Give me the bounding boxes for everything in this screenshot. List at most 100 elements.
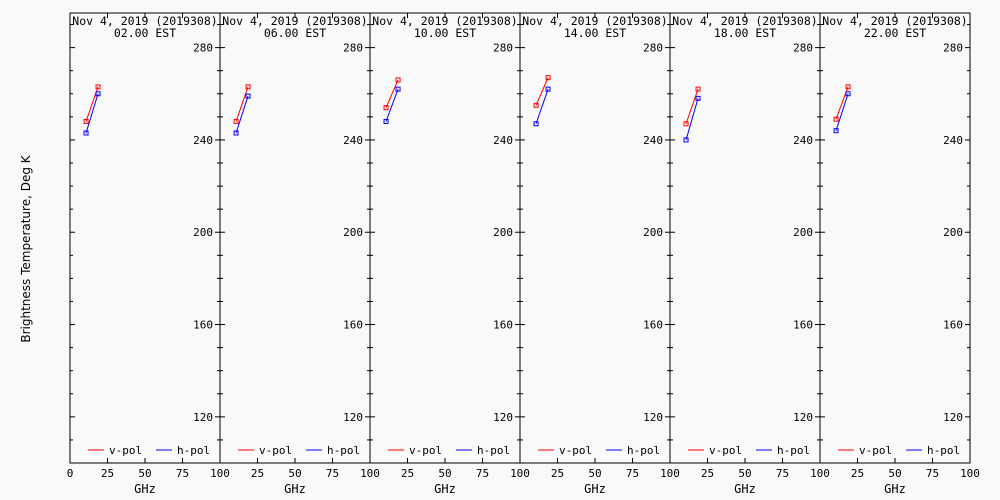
data-point-h-pol (845, 91, 851, 97)
legend-label-h-pol: h-pol (177, 444, 210, 457)
x-axis-label: GHz (284, 482, 306, 496)
y-tick-label: 120 (493, 411, 513, 424)
y-tick-label: 200 (943, 226, 963, 239)
y-tick-label: 160 (193, 319, 213, 332)
data-point-h-pol (83, 130, 89, 136)
panel-4: 120 160 200 240 280 25 50 75 100 GHz Nov 4, 2019 (… (519, 12, 680, 496)
panel-3: 120 160 200 240 280 25 50 75 100 GHz Nov 4, 2019 (… (369, 12, 530, 496)
series-line-h-pol (385, 88, 399, 122)
x-tick-label: 25 (701, 467, 714, 480)
y-tick-label: 280 (493, 42, 513, 55)
x-tick-label: 100 (660, 467, 680, 480)
panel-subtitle: 22.00 EST (864, 26, 926, 40)
data-point-v-pol (833, 116, 839, 122)
data-point-v-pol (95, 84, 101, 90)
x-tick-label: 50 (588, 467, 601, 480)
x-tick-label: 75 (176, 467, 189, 480)
x-tick-label: 75 (476, 467, 489, 480)
data-point-v-pol (83, 118, 89, 124)
y-tick-label: 200 (343, 226, 363, 239)
data-point-v-pol (245, 84, 251, 90)
y-tick-label: 160 (943, 319, 963, 332)
y-tick-label: 160 (493, 319, 513, 332)
x-tick-label: 25 (551, 467, 564, 480)
panel-subtitle: 02.00 EST (114, 26, 176, 40)
x-tick-label: 0 (67, 467, 74, 480)
data-point-h-pol (545, 86, 551, 92)
series-line-v-pol (235, 86, 249, 122)
x-tick-label: 50 (138, 467, 151, 480)
legend-label-h-pol: h-pol (477, 444, 510, 457)
x-tick-label: 75 (926, 467, 939, 480)
data-point-v-pol (845, 84, 851, 90)
x-axis-label: GHz (584, 482, 606, 496)
data-point-h-pol (233, 130, 239, 136)
legend-label-v-pol: v-pol (859, 444, 892, 457)
legend-label-v-pol: v-pol (259, 444, 292, 457)
panel-title: Nov 4, 2019 (2019308) (372, 14, 517, 28)
panel-5: 120 160 200 240 280 25 50 75 100 GHz Nov 4, 2019 (… (669, 12, 830, 496)
panel-subtitle: 14.00 EST (564, 26, 626, 40)
panel-subtitle: 10.00 EST (414, 26, 476, 40)
data-point-h-pol (695, 95, 701, 101)
data-point-h-pol (395, 86, 401, 92)
data-point-v-pol (533, 102, 539, 108)
panel-subtitle: 18.00 EST (714, 26, 776, 40)
data-point-h-pol (383, 118, 389, 124)
y-tick-label: 280 (943, 42, 963, 55)
x-tick-label: 75 (776, 467, 789, 480)
x-axis-label: GHz (434, 482, 456, 496)
panel-6: 120 160 200 240 280 25 50 75 100 GHz Nov 4, 2019 (… (819, 12, 980, 496)
panel-title: Nov 4, 2019 (2019308) (522, 14, 667, 28)
y-tick-label: 160 (343, 319, 363, 332)
x-tick-label: 50 (738, 467, 751, 480)
y-tick-label: 240 (793, 134, 813, 147)
y-tick-label: 240 (193, 134, 213, 147)
data-point-h-pol (833, 128, 839, 134)
y-tick-label: 200 (493, 226, 513, 239)
x-tick-label: 25 (401, 467, 414, 480)
data-point-v-pol (383, 105, 389, 111)
series-line-h-pol (85, 93, 99, 134)
x-tick-label: 50 (288, 467, 301, 480)
x-tick-label: 75 (626, 467, 639, 480)
data-point-h-pol (245, 93, 251, 99)
legend-label-h-pol: h-pol (327, 444, 360, 457)
x-axis-label: GHz (884, 482, 906, 496)
panel-subtitle: 06.00 EST (264, 26, 326, 40)
panel-1: 120 160 200 240 280 0 25 50 75 100 GHz Nov 4, 2019 … (67, 12, 230, 496)
legend-label-v-pol: v-pol (559, 444, 592, 457)
data-point-h-pol (533, 121, 539, 127)
data-point-v-pol (695, 86, 701, 92)
x-tick-label: 100 (360, 467, 380, 480)
y-tick-label: 120 (793, 411, 813, 424)
legend-label-v-pol: v-pol (409, 444, 442, 457)
panel-title: Nov 4, 2019 (2019308) (72, 14, 217, 28)
x-tick-label: 50 (888, 467, 901, 480)
legend-label-v-pol: v-pol (709, 444, 742, 457)
series-line-h-pol (535, 88, 549, 124)
x-tick-label: 100 (960, 467, 980, 480)
legend-label-h-pol: h-pol (777, 444, 810, 457)
y-tick-label: 120 (943, 411, 963, 424)
data-point-v-pol (395, 77, 401, 83)
data-point-v-pol (545, 75, 551, 81)
y-tick-label: 120 (193, 411, 213, 424)
y-tick-label: 280 (643, 42, 663, 55)
y-tick-label: 200 (793, 226, 813, 239)
y-tick-label: 240 (493, 134, 513, 147)
y-tick-label: 160 (793, 319, 813, 332)
legend-label-h-pol: h-pol (927, 444, 960, 457)
y-tick-label: 120 (643, 411, 663, 424)
x-tick-label: 100 (510, 467, 530, 480)
data-point-h-pol (683, 137, 689, 143)
panel-title: Nov 4, 2019 (2019308) (822, 14, 967, 28)
legend-label-h-pol: h-pol (627, 444, 660, 457)
y-tick-label: 280 (193, 42, 213, 55)
x-tick-label: 25 (101, 467, 114, 480)
series-line-v-pol (385, 79, 399, 108)
data-point-v-pol (683, 121, 689, 127)
x-tick-label: 75 (326, 467, 339, 480)
